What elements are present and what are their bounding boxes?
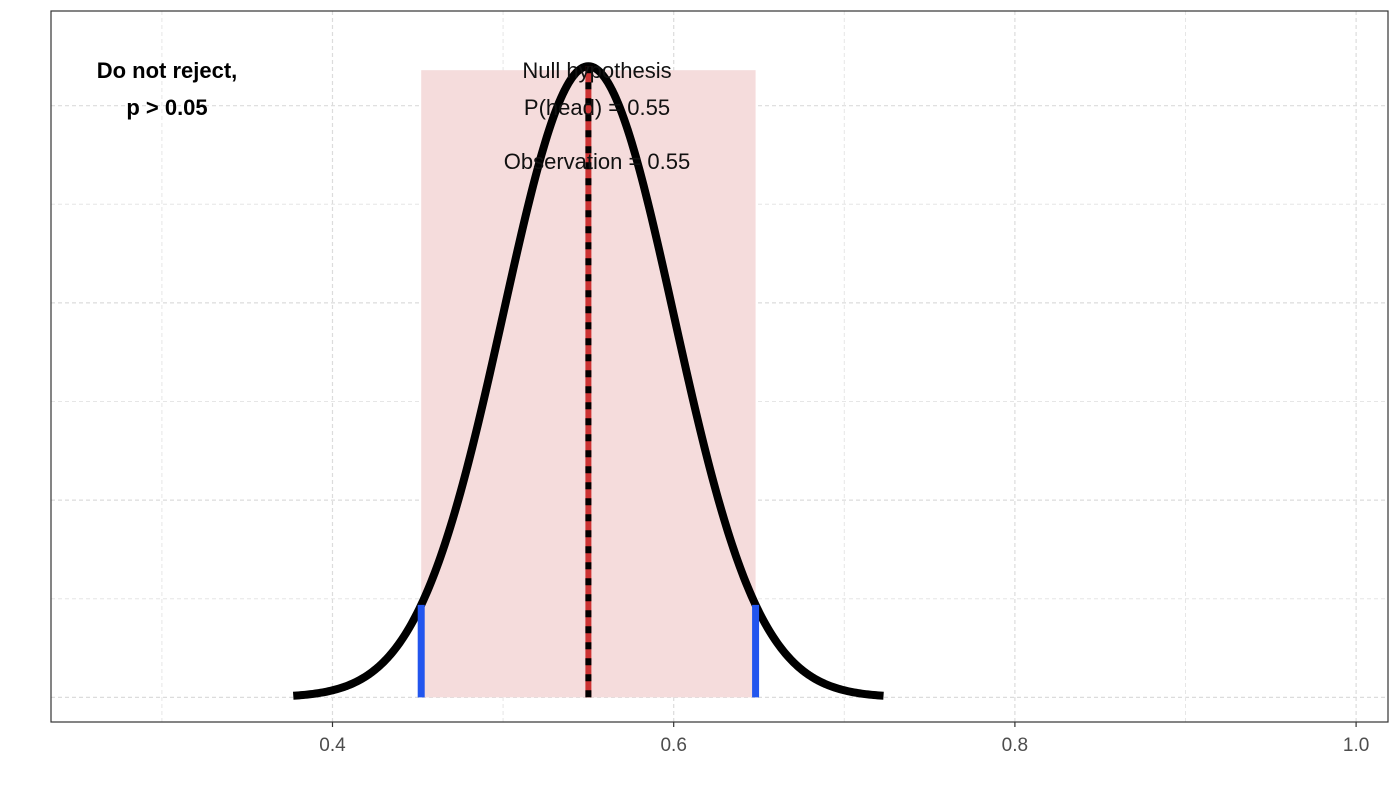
decision-text-line2: p > 0.05 (126, 95, 207, 120)
reference-lines (417, 66, 760, 698)
x-axis: 0.4 0.6 0.8 1.0 (319, 722, 1369, 756)
panel-border (50, 10, 1389, 723)
null-distribution-curve (291, 62, 886, 700)
x-tick-label: 0.4 (319, 735, 346, 756)
x-tick-label: 0.6 (660, 735, 686, 756)
observation-label: Observation = 0.55 (504, 149, 691, 174)
decision-text-line1: Do not reject, (97, 58, 238, 83)
null-distribution (291, 62, 886, 700)
null-hypothesis-value: P(head) = 0.55 (524, 95, 670, 120)
x-tick-label: 0.8 (1002, 735, 1028, 756)
null-hypothesis-label: Null hypothesis (522, 58, 671, 83)
x-tick-label: 1.0 (1343, 735, 1369, 756)
